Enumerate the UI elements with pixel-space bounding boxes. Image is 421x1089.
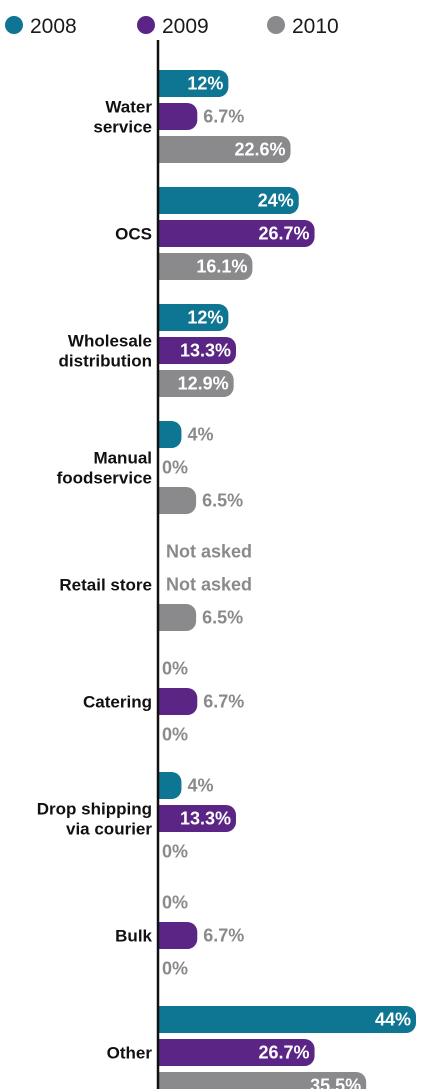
- bar-2009: [158, 688, 198, 715]
- category-label: Bulk: [115, 927, 152, 946]
- bar-2009: [158, 922, 198, 949]
- data-label-2008: 4%: [187, 776, 213, 796]
- category-label: Water: [105, 98, 152, 117]
- category-label: Wholesale: [68, 332, 152, 351]
- data-label-2010: 12.9%: [178, 374, 229, 394]
- data-label-2010: 6.5%: [202, 491, 243, 511]
- data-label-2009: 6.7%: [203, 926, 244, 946]
- bar-2010: [158, 604, 197, 631]
- category-label: Retail store: [59, 576, 152, 595]
- data-label-2010: 0%: [162, 842, 188, 862]
- category-label: OCS: [115, 225, 152, 244]
- bar-2008: [158, 304, 229, 331]
- data-label-2010: 22.6%: [234, 140, 285, 160]
- bar-2009: [158, 1039, 315, 1066]
- data-label-2009: 6.7%: [203, 692, 244, 712]
- chart-legend: 2008 2009 2010: [5, 15, 339, 38]
- data-label-2008: 12%: [187, 74, 223, 94]
- bar-2008: [158, 421, 182, 448]
- data-label-2008: 44%: [375, 1010, 411, 1030]
- category-label: Other: [107, 1044, 153, 1063]
- bar-2009: [158, 103, 198, 130]
- bar-2010: [158, 370, 234, 397]
- bar-2009: [158, 805, 236, 832]
- bar-2010: [158, 253, 253, 280]
- category-label: service: [93, 118, 152, 137]
- chart-bars: 12% 6.7% 22.6% 24% 26.7% 16.1% 12% 13.3% 12.9% 4%…: [158, 70, 416, 1089]
- legend-swatch-2009: [137, 16, 155, 34]
- legend-swatch-2010: [267, 16, 285, 34]
- category-label: via courier: [66, 820, 152, 839]
- legend-label-2009: 2009: [162, 15, 209, 38]
- bar-2008: [158, 70, 229, 97]
- category-label: foodservice: [57, 469, 152, 488]
- data-label-2010: 16.1%: [196, 257, 247, 277]
- category-label: Drop shipping: [37, 800, 152, 819]
- data-label-2009: 13.3%: [180, 341, 231, 361]
- legend-label-2010: 2010: [292, 15, 339, 38]
- bar-2010: [158, 487, 197, 514]
- data-label-2009: 13.3%: [180, 809, 231, 829]
- bar-2008: [158, 772, 182, 799]
- data-label-2010: 6.5%: [202, 608, 243, 628]
- data-label-2010: 0%: [162, 959, 188, 979]
- data-label-2009: 26.7%: [259, 224, 310, 244]
- category-label: distribution: [59, 352, 152, 371]
- data-label-2009: Not asked: [166, 575, 252, 595]
- data-label-2010: 35.5%: [310, 1076, 361, 1089]
- data-label-2008: Not asked: [166, 542, 252, 562]
- data-label-2010: 0%: [162, 725, 188, 745]
- category-label: Manual: [93, 449, 152, 468]
- legend-swatch-2008: [5, 16, 23, 34]
- data-label-2008: 0%: [162, 659, 188, 679]
- data-label-2008: 12%: [187, 308, 223, 328]
- bar-2008: [158, 1006, 416, 1033]
- category-label: Catering: [83, 693, 152, 712]
- bar-2009: [158, 337, 236, 364]
- data-label-2008: 24%: [258, 191, 294, 211]
- data-label-2008: 4%: [187, 425, 213, 445]
- bar-2010: [158, 1072, 367, 1089]
- bar-2009: [158, 220, 315, 247]
- data-label-2008: 0%: [162, 893, 188, 913]
- bar-2008: [158, 187, 299, 214]
- legend-label-2008: 2008: [30, 15, 77, 38]
- data-label-2009: 6.7%: [203, 107, 244, 127]
- data-label-2009: 26.7%: [259, 1043, 310, 1063]
- bar-2010: [158, 136, 291, 163]
- data-label-2009: 0%: [162, 458, 188, 478]
